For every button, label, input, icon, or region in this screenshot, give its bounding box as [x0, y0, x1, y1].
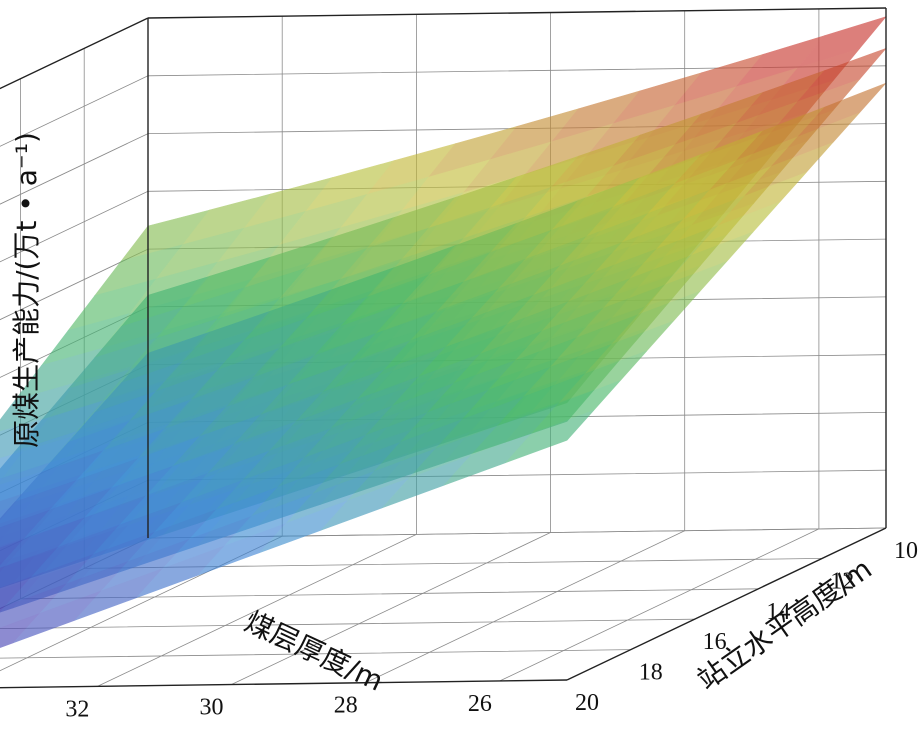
y-tick-label: 14	[766, 599, 790, 625]
frame-layer	[0, 7, 887, 689]
frame-edge	[0, 679, 568, 689]
y-gridline	[0, 618, 695, 630]
y-axis-label: 站立水平高度/m	[691, 552, 878, 696]
x-tick-label: 26	[468, 691, 492, 717]
y-tick-label: 18	[639, 660, 663, 686]
x-tick-label: 30	[200, 695, 224, 721]
x-tick-label: 28	[334, 693, 358, 719]
y-tick-label: 10	[894, 538, 918, 564]
frame-edge	[0, 17, 149, 90]
surface-layer	[0, 16, 887, 648]
surface-3	[0, 82, 887, 648]
x-tick-label: 32	[65, 696, 89, 722]
frame-edge	[147, 7, 887, 19]
z-axis-label: 原煤生产能力/(万t • a⁻¹)	[10, 132, 43, 448]
y-tick-label: 12	[830, 568, 854, 594]
y-gridline	[0, 649, 631, 659]
surface-patch	[505, 410, 594, 463]
frame-edge	[566, 527, 887, 681]
y-tick-label: 20	[575, 690, 599, 716]
tick-layer: 1 6002 0002 4002 8003 2003 6004 0004 400…	[65, 538, 918, 722]
y-tick-label: 16	[703, 629, 727, 655]
